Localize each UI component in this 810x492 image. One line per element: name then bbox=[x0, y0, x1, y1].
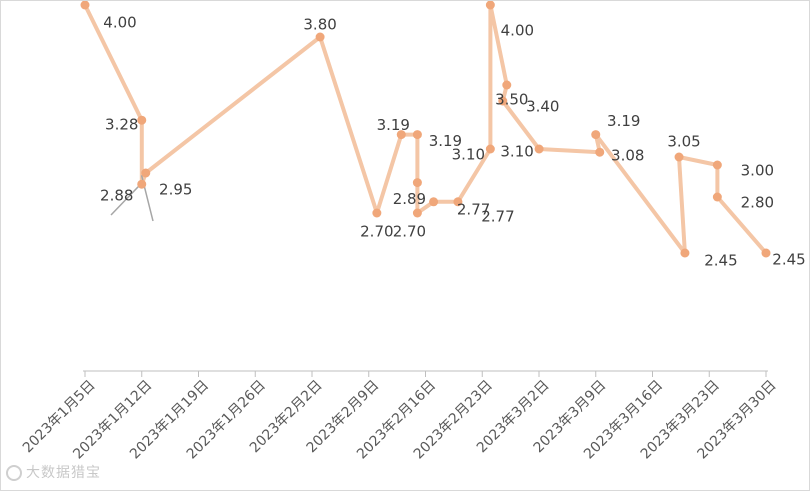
data-label: 3.19 bbox=[607, 112, 640, 130]
data-point bbox=[712, 192, 722, 202]
data-label: 2.45 bbox=[772, 251, 805, 269]
data-point bbox=[372, 208, 382, 218]
data-point bbox=[137, 179, 147, 189]
x-axis: 2023年1月5日2023年1月12日2023年1月19日2023年1月26日2… bbox=[20, 370, 780, 462]
data-label: 3.50 bbox=[495, 91, 528, 109]
series-line bbox=[83, 3, 768, 255]
data-label: 3.19 bbox=[429, 132, 462, 150]
data-point bbox=[680, 248, 690, 258]
data-label: 3.10 bbox=[452, 146, 485, 164]
data-point bbox=[485, 1, 495, 10]
data-label: 3.10 bbox=[500, 143, 533, 161]
data-label: 3.19 bbox=[377, 116, 410, 134]
data-point bbox=[591, 130, 601, 140]
data-label: 2.70 bbox=[393, 223, 426, 241]
data-label: 2.45 bbox=[704, 252, 737, 270]
watermark-text: 大数据猎宝 bbox=[26, 465, 101, 481]
data-point bbox=[761, 248, 771, 258]
data-label: 2.89 bbox=[393, 190, 426, 208]
data-point bbox=[453, 197, 463, 207]
marker-layer bbox=[80, 1, 771, 258]
data-label: 3.00 bbox=[741, 162, 774, 180]
data-label: 2.77 bbox=[457, 200, 490, 218]
data-label: 3.08 bbox=[611, 147, 644, 165]
data-label: 3.80 bbox=[303, 16, 336, 34]
data-label: 3.40 bbox=[526, 98, 559, 116]
data-label-layer: 4.003.282.88 2.953.802.703.193.192.892.70… bbox=[100, 14, 806, 270]
data-label: 2.88 bbox=[100, 187, 133, 205]
data-point bbox=[412, 208, 422, 218]
data-point bbox=[498, 96, 508, 106]
data-label: 4.00 bbox=[103, 14, 136, 32]
data-point bbox=[429, 197, 439, 207]
series-line-layer bbox=[83, 3, 768, 255]
data-label: 2.77 bbox=[481, 207, 514, 225]
data-point bbox=[595, 147, 605, 157]
data-label: 4.00 bbox=[501, 22, 534, 40]
data-point bbox=[485, 144, 495, 154]
data-label: 2.95 bbox=[159, 181, 192, 199]
data-point bbox=[502, 80, 512, 90]
data-point bbox=[534, 144, 544, 154]
watermark: 大数据猎宝 bbox=[6, 462, 101, 482]
data-label: 3.28 bbox=[105, 116, 138, 134]
data-point bbox=[141, 168, 151, 178]
data-point bbox=[396, 130, 406, 140]
data-point bbox=[315, 32, 325, 42]
data-label: 2.80 bbox=[741, 194, 774, 212]
data-point bbox=[412, 178, 422, 188]
data-point bbox=[80, 1, 90, 10]
data-label: 3.05 bbox=[667, 133, 700, 151]
watermark-logo-icon bbox=[6, 465, 22, 481]
data-label: 2.70 bbox=[360, 223, 393, 241]
data-point bbox=[712, 160, 722, 170]
data-point bbox=[412, 130, 422, 140]
data-point bbox=[674, 152, 684, 162]
data-point bbox=[137, 115, 147, 125]
